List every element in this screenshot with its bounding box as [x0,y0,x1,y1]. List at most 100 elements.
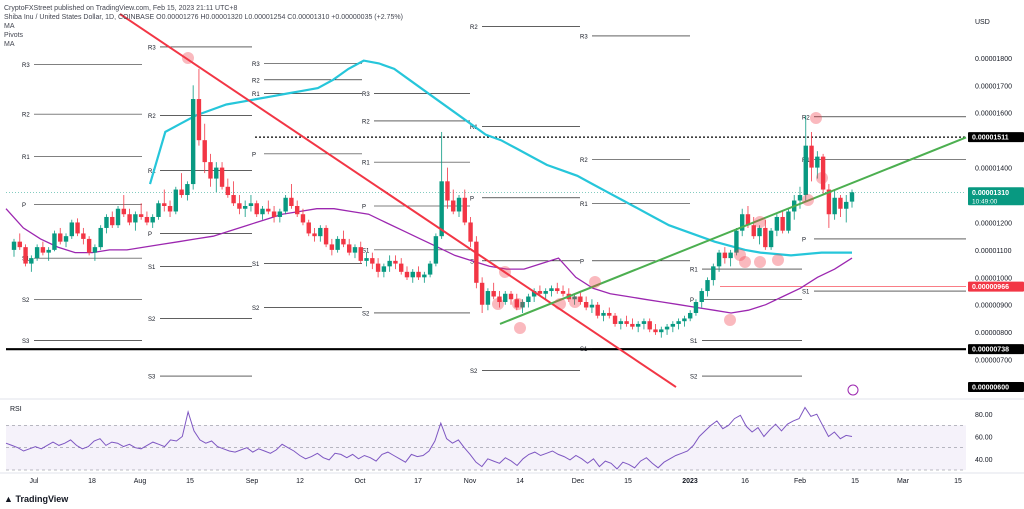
indicator-pivots[interactable]: Pivots [4,32,24,39]
pivot-label-s3: S3 [148,375,156,381]
candle-body [630,323,635,327]
candle-body [745,214,751,226]
price-tag-label: 0.00000600 [972,385,1009,392]
highlight-marker [182,52,194,64]
candle-body [439,181,444,237]
y-tick-label: 0.00001400 [975,166,1012,173]
pivot-label-p: P [252,152,256,158]
candle-body [555,288,560,292]
candle-body [508,293,514,300]
candle-body [716,252,722,267]
candle-body [208,162,213,179]
pivot-label-r3: R3 [580,34,588,40]
pivot-label-s3: S3 [22,339,30,345]
candle-body [196,99,202,141]
pivot-label-p: P [22,203,26,209]
y-tick-label: 0.00001700 [975,83,1012,90]
candle-body [364,258,369,261]
candle-body [40,247,46,253]
candle-body [63,236,69,242]
candle-body [607,312,612,316]
x-tick-label: Jul [30,478,39,485]
candle-body [572,296,577,300]
candle-body [647,321,652,330]
pivot-label-r3: R3 [362,92,370,98]
candle-body [612,315,618,324]
pivot-label-s1: S1 [252,262,260,268]
candle-body [242,206,248,209]
x-tick-label: 2023 [682,478,698,485]
candle-body [844,201,849,209]
candle-body [751,225,756,237]
highlight-marker [554,298,566,310]
price-tag-label: 0.00000966 [972,284,1009,291]
candle-body [526,296,531,302]
x-tick-label: Nov [464,478,477,485]
candle-body [289,197,294,206]
tradingview-logo[interactable]: ▲ TradingView [4,494,69,504]
indicator-ma-1[interactable]: MA [4,23,15,30]
candle-body [659,329,664,333]
candle-body [687,312,693,319]
pivot-label-p: P [690,298,694,304]
x-tick-label: Dec [572,478,585,485]
candle-body [520,302,525,308]
price-tag [968,344,1024,355]
candle-body [427,263,433,275]
candle-body [52,233,57,250]
candle-body [537,291,543,294]
candle-body [404,271,410,278]
pivot-label-r1: R1 [252,92,260,98]
candle-body [531,291,537,297]
highlight-marker [754,256,766,268]
candle-body [167,206,173,212]
candle-body [173,189,179,212]
pivot-label-s2: S2 [362,311,370,317]
candle-body [728,252,733,259]
candle-body [185,184,190,196]
price-tag-label: 0.00000738 [972,347,1009,354]
candle-body [29,258,34,264]
pivot-label-s1: S1 [362,248,370,254]
pivot-label-s1: S1 [802,290,810,296]
candle-body [826,189,832,215]
candle-body [578,296,583,302]
y-tick-label: 0.00000900 [975,303,1012,310]
candle-body [711,266,716,281]
pivot-label-s2: S2 [22,298,30,304]
candle-body [214,167,219,179]
candle-body [121,208,127,215]
candle-body [433,236,439,264]
candle-body [144,216,150,223]
candle-body [347,244,352,253]
candle-body [422,274,427,278]
indicator-ma-2[interactable]: MA [4,41,15,48]
pivot-label-s2: S2 [252,306,260,312]
highlight-marker [739,256,751,268]
price-tag-label: 0.00001310 [972,190,1009,197]
highlight-marker [569,296,581,308]
x-tick-label: Aug [134,478,147,485]
price-tag-sublabel: 10:49:00 [972,198,998,205]
highlight-marker [816,172,828,184]
rsi-label: RSI [10,406,22,413]
highlight-marker [810,112,822,124]
x-tick-label: 12 [296,478,304,485]
candle-body [705,280,710,292]
candle-body [485,291,491,305]
pivot-label-r2: R2 [580,158,588,164]
candle-body [451,200,456,212]
candle-body [757,227,762,237]
pivot-label-r2: R2 [22,113,30,119]
candle-body [468,222,473,242]
candle-body [86,238,92,253]
x-tick-label: 18 [88,478,96,485]
candle-body [682,318,687,322]
rsi-tick-label: 80.00 [975,412,993,419]
candle-body [138,214,144,217]
candle-body [11,241,17,250]
candle-body [58,233,63,242]
candle-body [503,293,508,302]
pivot-label-p: P [580,259,584,265]
